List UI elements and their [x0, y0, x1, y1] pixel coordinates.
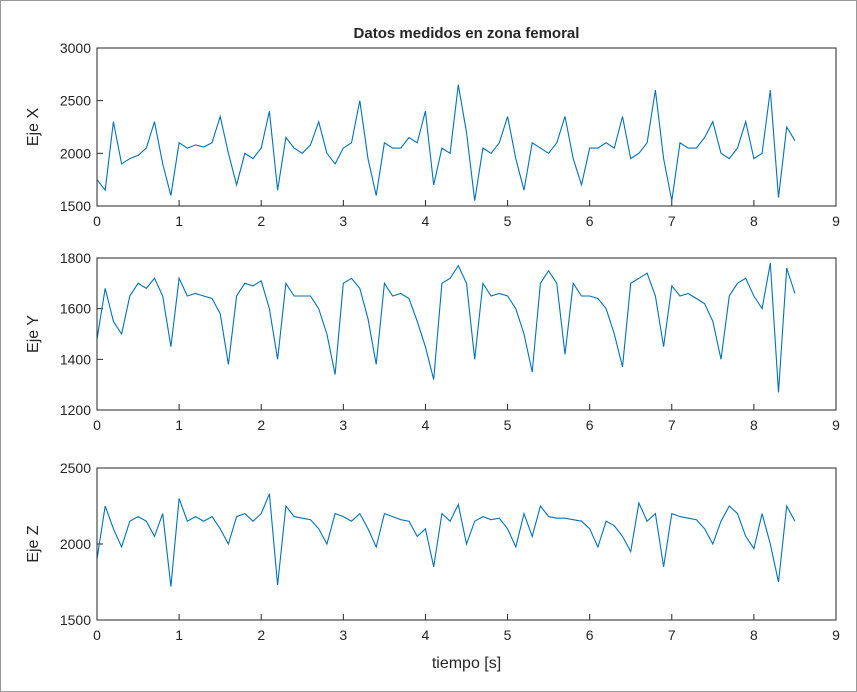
x-tick-label: 8: [750, 417, 758, 433]
x-tick-label: 4: [422, 627, 430, 643]
x-tick-label: 3: [339, 213, 347, 229]
x-tick-label: 6: [586, 417, 594, 433]
chart-title: Datos medidos en zona femoral: [354, 25, 580, 42]
x-tick-label: 1: [175, 213, 183, 229]
x-tick-label: 0: [93, 627, 101, 643]
x-tick-label: 9: [832, 627, 840, 643]
x-tick-label: 5: [504, 417, 512, 433]
axes-background: [97, 258, 836, 410]
x-tick-label: 8: [750, 213, 758, 229]
x-tick-label: 7: [668, 213, 676, 229]
axes-frame: [96, 467, 837, 621]
y-tick-label: 3000: [60, 40, 91, 56]
x-tick-label: 2: [257, 627, 265, 643]
y-tick-label: 2500: [60, 93, 91, 109]
data-line: [96, 493, 796, 587]
x-tick-label: 9: [832, 417, 840, 433]
y-tick-label: 2000: [60, 145, 91, 161]
data-line: [96, 263, 796, 393]
x-tick-label: 3: [339, 627, 347, 643]
x-tick-label: 1: [175, 627, 183, 643]
y-axis-label: Eje X: [25, 108, 42, 147]
x-tick-label: 0: [93, 417, 101, 433]
x-tick-label: 3: [339, 417, 347, 433]
x-tick-label: 9: [832, 213, 840, 229]
axes-frame: [96, 47, 837, 207]
x-tick-label: 0: [93, 213, 101, 229]
axes-background: [97, 48, 836, 206]
y-tick-label: 1600: [60, 301, 91, 317]
y-axis-label: Eje Y: [25, 315, 42, 353]
y-tick-label: 1200: [60, 402, 91, 418]
x-tick-label: 7: [668, 627, 676, 643]
x-tick-label: 4: [422, 417, 430, 433]
y-axis-label: Eje Z: [25, 525, 42, 563]
x-axis-label: tiempo [s]: [432, 655, 501, 672]
x-tick-label: 2: [257, 213, 265, 229]
x-tick-label: 4: [422, 213, 430, 229]
y-tick-label: 1500: [60, 198, 91, 214]
y-tick-label: 1400: [60, 351, 91, 367]
axes-frame: [96, 257, 837, 411]
x-tick-label: 5: [504, 627, 512, 643]
y-tick-label: 2000: [60, 536, 91, 552]
x-tick-label: 8: [750, 627, 758, 643]
y-tick-label: 1800: [60, 250, 91, 266]
y-tick-label: 2500: [60, 460, 91, 476]
x-tick-label: 6: [586, 627, 594, 643]
x-tick-label: 2: [257, 417, 265, 433]
data-line: [96, 84, 796, 201]
x-tick-label: 7: [668, 417, 676, 433]
x-tick-label: 1: [175, 417, 183, 433]
x-tick-label: 5: [504, 213, 512, 229]
y-tick-label: 1500: [60, 612, 91, 628]
x-tick-label: 6: [586, 213, 594, 229]
